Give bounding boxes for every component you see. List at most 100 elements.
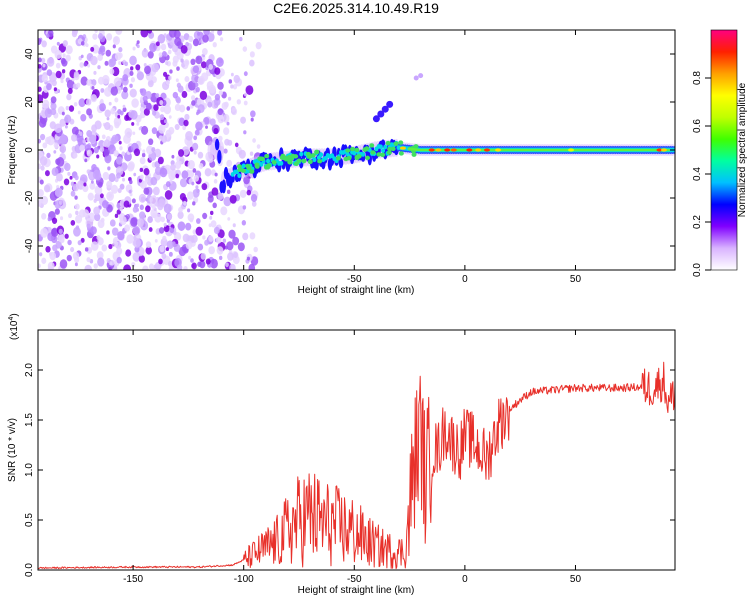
noise-speckle	[201, 183, 208, 191]
noise-speckle	[158, 52, 163, 58]
signal-core-green	[254, 164, 260, 169]
noise-speckle	[114, 213, 119, 218]
noise-speckle	[180, 45, 188, 54]
noise-speckle	[228, 79, 233, 84]
noise-speckle	[74, 262, 78, 267]
y-tick-label: 20	[24, 96, 35, 108]
noise-speckle	[252, 138, 256, 143]
noise-speckle	[200, 252, 207, 260]
noise-speckle	[145, 246, 152, 255]
noise-speckle	[65, 54, 71, 62]
signal-core-green	[317, 159, 323, 164]
signal-hotspot	[656, 148, 663, 152]
noise-speckle	[155, 92, 160, 99]
noise-speckle	[92, 33, 98, 40]
bottom-x-axis-label: Height of straight line (km)	[298, 585, 415, 596]
noise-speckle	[98, 140, 105, 149]
noise-speckle	[193, 174, 200, 182]
noise-speckle	[124, 224, 131, 232]
noise-speckle	[186, 191, 194, 200]
top-x-axis-label: Height of straight line (km)	[298, 285, 415, 296]
noise-speckle	[71, 30, 78, 38]
noise-speckle	[171, 241, 176, 247]
noise-speckle	[97, 237, 104, 246]
noise-speckle	[118, 60, 122, 65]
noise-speckle	[212, 42, 217, 48]
noise-speckle	[94, 30, 98, 33]
noise-speckle	[183, 59, 190, 67]
noise-speckle	[54, 208, 60, 215]
noise-speckle	[184, 113, 190, 121]
noise-speckle	[51, 217, 58, 224]
noise-speckle	[41, 40, 47, 48]
noise-speckle	[103, 139, 111, 148]
noise-speckle	[132, 46, 136, 51]
secondary-trace-dot	[413, 75, 419, 81]
noise-speckle	[177, 221, 186, 231]
signal-core-green	[362, 147, 368, 152]
noise-speckle	[197, 109, 201, 114]
noise-speckle	[99, 193, 104, 199]
noise-speckle	[242, 46, 248, 52]
noise-speckle	[197, 31, 201, 36]
noise-speckle	[168, 75, 172, 81]
signal-core-green	[305, 151, 311, 157]
noise-speckle	[79, 131, 83, 136]
noise-speckle	[104, 154, 112, 164]
noise-speckle	[80, 41, 85, 46]
noise-speckle	[73, 71, 80, 78]
noise-speckle	[159, 99, 164, 106]
noise-speckle	[143, 168, 150, 176]
y-tick-label: 0.0	[24, 563, 35, 577]
noise-speckle	[239, 189, 247, 199]
noise-speckle	[73, 102, 78, 107]
noise-speckle	[53, 142, 59, 148]
noise-speckle	[160, 43, 167, 51]
signal-core-green	[354, 154, 360, 160]
noise-speckle	[122, 104, 126, 109]
chart-title: C2E6.2025.314.10.49.R19	[273, 0, 439, 16]
noise-speckle	[71, 77, 75, 82]
noise-speckle	[208, 223, 212, 228]
noise-speckle	[50, 96, 57, 104]
signal-hotspot	[444, 148, 451, 152]
noise-speckle	[142, 149, 146, 154]
noise-speckle	[243, 175, 250, 185]
signal-band-outer	[230, 174, 235, 183]
noise-speckle	[222, 238, 227, 243]
secondary-trace-blob	[377, 110, 385, 118]
noise-speckle	[206, 85, 211, 91]
noise-speckle	[138, 254, 145, 263]
signal-core-green	[249, 169, 255, 174]
noise-speckle	[150, 208, 158, 218]
noise-speckle	[149, 195, 157, 205]
noise-speckle	[78, 98, 86, 108]
noise-speckle	[143, 187, 150, 195]
noise-speckle	[107, 166, 111, 171]
noise-speckle	[185, 41, 190, 47]
noise-speckle	[75, 210, 79, 216]
noise-speckle	[131, 198, 136, 204]
noise-speckle	[68, 105, 75, 112]
signal-band-cyan	[312, 157, 317, 163]
noise-speckle	[103, 149, 110, 157]
signal-hotspot	[483, 148, 490, 152]
top-y-ticks: -40 -20 0 20 40	[24, 48, 675, 253]
signal-band-outer	[221, 179, 226, 194]
noise-speckle	[172, 55, 179, 64]
noise-speckle	[119, 110, 124, 116]
noise-speckle	[196, 97, 205, 107]
noise-speckle	[114, 52, 122, 61]
noise-speckle	[197, 261, 202, 267]
noise-speckle	[173, 243, 181, 252]
noise-speckle	[163, 203, 172, 214]
noise-speckle	[137, 218, 144, 227]
noise-speckle	[237, 242, 245, 252]
noise-speckle	[163, 222, 167, 227]
signal-core-green	[390, 146, 396, 152]
noise-speckle	[249, 59, 255, 67]
noise-speckle	[106, 33, 113, 41]
noise-speckle	[64, 162, 71, 172]
noise-speckle	[251, 200, 257, 207]
noise-speckle	[77, 240, 82, 246]
